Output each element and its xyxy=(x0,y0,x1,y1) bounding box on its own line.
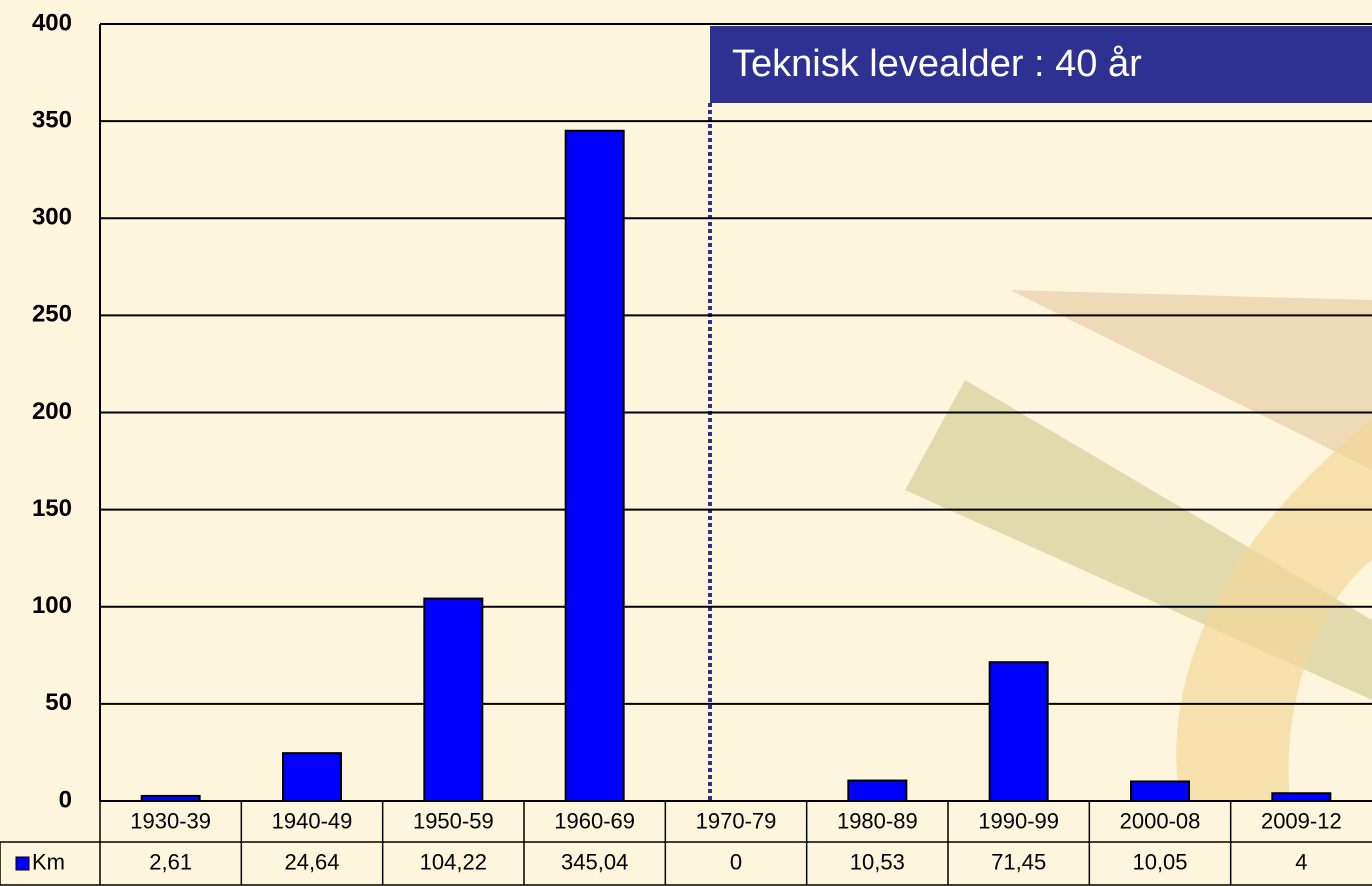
x-tick-label: 1950-59 xyxy=(413,808,494,833)
table-value: 71,45 xyxy=(991,849,1046,874)
y-tick-label: 200 xyxy=(32,398,72,425)
decoration xyxy=(1176,420,1372,801)
y-tick-label: 250 xyxy=(32,301,72,328)
x-tick-label: 1940-49 xyxy=(272,808,353,833)
y-tick-label: 50 xyxy=(45,689,72,716)
bar xyxy=(847,779,908,802)
y-tick-label: 300 xyxy=(32,204,72,231)
bar xyxy=(988,661,1049,802)
table-value: 4 xyxy=(1295,849,1307,874)
x-tick-label: 1990-99 xyxy=(978,808,1059,833)
legend-swatch xyxy=(15,856,30,871)
x-tick-label: 1980-89 xyxy=(837,808,918,833)
y-tick-label: 400 xyxy=(32,9,72,36)
y-tick-label: 350 xyxy=(32,106,72,133)
bar xyxy=(1130,780,1190,803)
bar xyxy=(564,129,625,802)
x-tick-label: 1970-79 xyxy=(696,808,777,833)
bar xyxy=(423,597,484,803)
bar xyxy=(1271,792,1332,802)
bar xyxy=(282,752,342,802)
table-value: 10,53 xyxy=(850,849,905,874)
y-tick-label: 100 xyxy=(32,592,72,619)
x-tick-label: 2009-12 xyxy=(1261,808,1342,833)
table-value: 24,64 xyxy=(284,849,339,874)
x-tick-label: 1960-69 xyxy=(554,808,635,833)
x-tick-label: 1930-39 xyxy=(130,808,211,833)
annotation: Teknisk levealder : 40 år xyxy=(732,43,1142,85)
annotation-box xyxy=(710,26,1372,103)
bar xyxy=(140,794,201,802)
legend-label: Km xyxy=(32,849,65,874)
table-value: 104,22 xyxy=(420,849,487,874)
y-tick-label: 150 xyxy=(32,495,72,522)
table-value: 0 xyxy=(730,849,742,874)
decoration xyxy=(1010,290,1372,470)
table-value: 345,04 xyxy=(561,849,628,874)
table-value: 2,61 xyxy=(149,849,192,874)
x-tick-label: 2000-08 xyxy=(1120,808,1201,833)
table-value: 10,05 xyxy=(1132,849,1187,874)
y-tick-label: 0 xyxy=(59,786,72,813)
